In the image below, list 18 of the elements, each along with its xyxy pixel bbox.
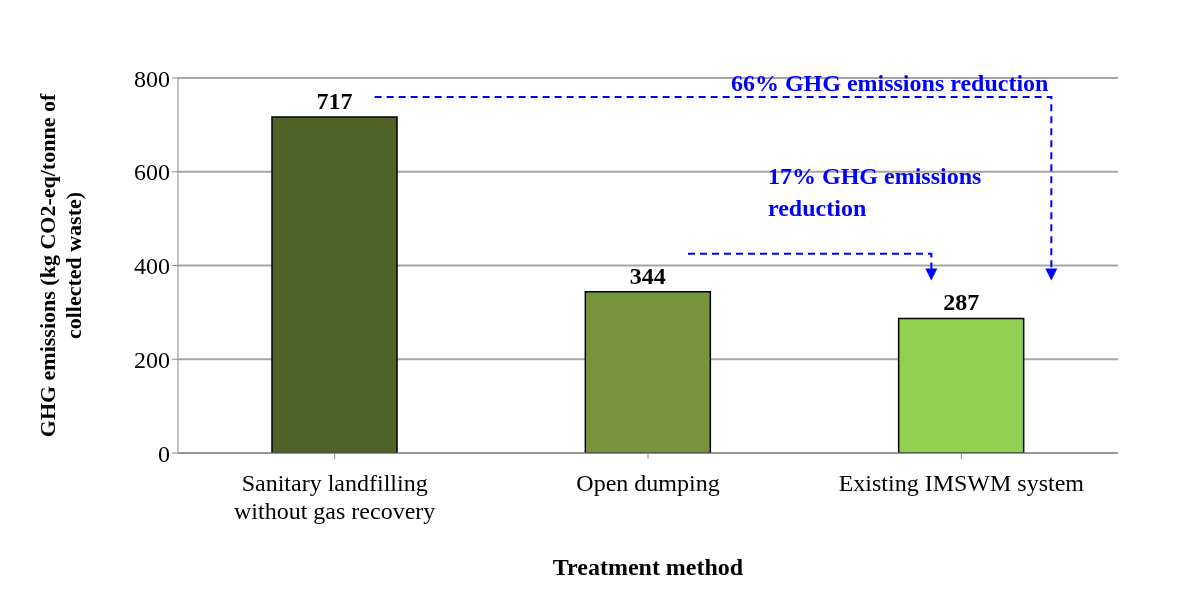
annotation: 66% GHG emissions reduction xyxy=(730,69,1049,96)
y-tick-label: 0 xyxy=(158,440,170,467)
data-label: 717 xyxy=(316,87,353,114)
data-label: 287 xyxy=(943,289,980,316)
data-label: 344 xyxy=(629,262,666,289)
y-tick-label: 400 xyxy=(134,253,170,280)
y-tick-label: 800 xyxy=(134,65,170,92)
x-tick-label: Open dumping xyxy=(576,470,720,496)
x-tick-label: Sanitary landfilling without gas recovery xyxy=(234,470,436,524)
bar xyxy=(584,291,712,453)
annotation: 17% GHG emissions reduction xyxy=(768,162,982,221)
bar xyxy=(897,317,1025,453)
bar xyxy=(271,116,398,453)
x-tick-label: Existing IMSWM system xyxy=(838,470,1085,496)
y-tick-label: 600 xyxy=(134,159,170,186)
x-axis-title: Treatment method xyxy=(552,554,744,580)
y-axis-title: GHG emissions (kg CO2-eq/tonne of collected waste) xyxy=(35,93,86,438)
y-tick-label: 200 xyxy=(134,346,170,373)
